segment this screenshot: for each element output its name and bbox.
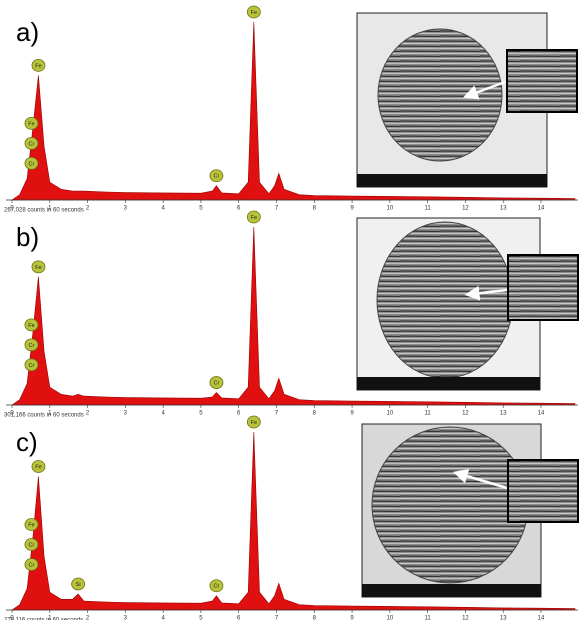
- x-tick-label: 6: [237, 206, 241, 212]
- x-tick-label: 14: [538, 616, 545, 620]
- x-tick-label: 11: [425, 616, 432, 620]
- sem-image-b: [356, 217, 579, 391]
- panel-label: a): [16, 17, 39, 47]
- peak-label-badge: [31, 59, 46, 72]
- peak-label: Fe: [35, 63, 41, 69]
- counts-label: 301,166 counts in 60 seconds: [4, 413, 84, 419]
- peak-label-badge: [246, 210, 261, 224]
- peak-label: Fe: [35, 464, 41, 470]
- x-tick-label: 2: [86, 411, 90, 417]
- x-tick-label: 14: [538, 411, 545, 417]
- x-tick-label: 13: [500, 411, 507, 417]
- sem-image-a: [356, 12, 578, 188]
- x-tick-label: 4: [161, 206, 165, 212]
- x-tick-label: 12: [462, 616, 469, 620]
- x-tick-label: 13: [500, 206, 507, 212]
- x-tick-label: 4: [161, 411, 165, 417]
- x-tick-label: 5: [199, 616, 203, 620]
- spectrum: [11, 21, 576, 201]
- x-tick-label: 8: [313, 411, 317, 417]
- x-tick-label: 10: [387, 411, 394, 417]
- x-tick-label: 1: [48, 411, 52, 417]
- x-tick-label: 6: [237, 616, 241, 620]
- x-tick-label: 3: [124, 411, 128, 417]
- peak-label-badge: [209, 579, 224, 593]
- x-tick-label: 10: [387, 206, 394, 212]
- x-tick-label: 5: [199, 206, 203, 212]
- peak-label: Cr: [214, 380, 220, 386]
- x-tick-label: 0: [10, 206, 14, 212]
- peak-label-badge: [24, 558, 39, 571]
- peak-label-badge: [31, 260, 46, 274]
- x-tick-label: 7: [275, 616, 279, 620]
- peak-label-badge: [31, 460, 46, 473]
- x-tick-label: 6: [237, 411, 241, 417]
- peak-label-badge: [24, 136, 39, 150]
- peak-label-badge: [24, 538, 39, 551]
- x-tick-label: 0: [10, 616, 14, 620]
- spectrum: [11, 226, 576, 406]
- x-tick-label: 13: [500, 616, 507, 620]
- x-tick-label: 0: [10, 411, 14, 417]
- x-tick-label: 7: [275, 206, 279, 212]
- x-tick-label: 4: [161, 616, 165, 620]
- peak-label: Fe: [28, 121, 34, 127]
- peak-label: Cr: [29, 141, 35, 147]
- sem-image-c: [361, 423, 579, 598]
- peak-label: Cr: [29, 562, 35, 568]
- peak-label-badge: [24, 318, 39, 332]
- peak-label-badge: [209, 169, 224, 183]
- peak-label: Cr: [29, 343, 35, 349]
- panel-label: c): [16, 427, 38, 457]
- x-tick-label: 8: [313, 616, 317, 620]
- x-tick-label: 8: [313, 206, 317, 212]
- peak-label-badge: [24, 518, 39, 531]
- x-tick-label: 9: [350, 206, 354, 212]
- x-tick-label: 9: [350, 411, 354, 417]
- counts-label: 279,116 counts in 60 seconds: [4, 618, 83, 620]
- peak-label: Cr: [29, 542, 35, 548]
- panel-label: b): [16, 222, 39, 252]
- x-tick-label: 5: [199, 411, 203, 417]
- x-tick-label: 1: [48, 616, 52, 620]
- x-tick-label: 2: [86, 206, 90, 212]
- peak-label: Cr: [29, 161, 35, 167]
- peak-label-badge: [24, 338, 39, 352]
- peak-label-badge: [209, 376, 224, 389]
- peak-label: Cr: [214, 584, 220, 590]
- peak-label: Fe: [35, 265, 41, 271]
- peak-label-badge: [246, 5, 261, 19]
- peak-label-badge: [71, 577, 86, 591]
- peak-label: Fe: [28, 323, 34, 329]
- x-tick-label: 12: [462, 206, 469, 212]
- peak-label-badge: [24, 156, 39, 170]
- peak-label: Cr: [214, 174, 220, 180]
- x-tick-label: 1: [48, 206, 52, 212]
- peak-label: Si: [76, 582, 81, 588]
- peak-label: Cr: [29, 363, 35, 369]
- peak-label: Fe: [251, 215, 257, 221]
- x-tick-label: 3: [124, 616, 128, 620]
- peak-label-badge: [24, 117, 39, 130]
- peak-label: Fe: [251, 10, 257, 16]
- spectrum-panel: 01234567891011121314279,116 counts in 60…: [4, 415, 578, 620]
- peak-label-badge: [24, 358, 39, 372]
- counts-label: 267,028 counts in 60 seconds: [4, 208, 84, 214]
- x-tick-label: 11: [425, 411, 432, 417]
- x-tick-label: 12: [462, 411, 469, 417]
- x-tick-label: 9: [350, 616, 354, 620]
- x-tick-label: 3: [124, 206, 128, 212]
- x-tick-label: 14: [538, 206, 545, 212]
- x-tick-label: 11: [425, 206, 432, 212]
- x-tick-label: 2: [86, 616, 90, 620]
- peak-label: Fe: [251, 420, 257, 426]
- spectrum: [11, 431, 576, 611]
- peak-label-badge: [246, 415, 261, 429]
- peak-label: Fe: [28, 522, 34, 528]
- x-tick-label: 10: [387, 616, 394, 620]
- x-tick-label: 7: [275, 411, 279, 417]
